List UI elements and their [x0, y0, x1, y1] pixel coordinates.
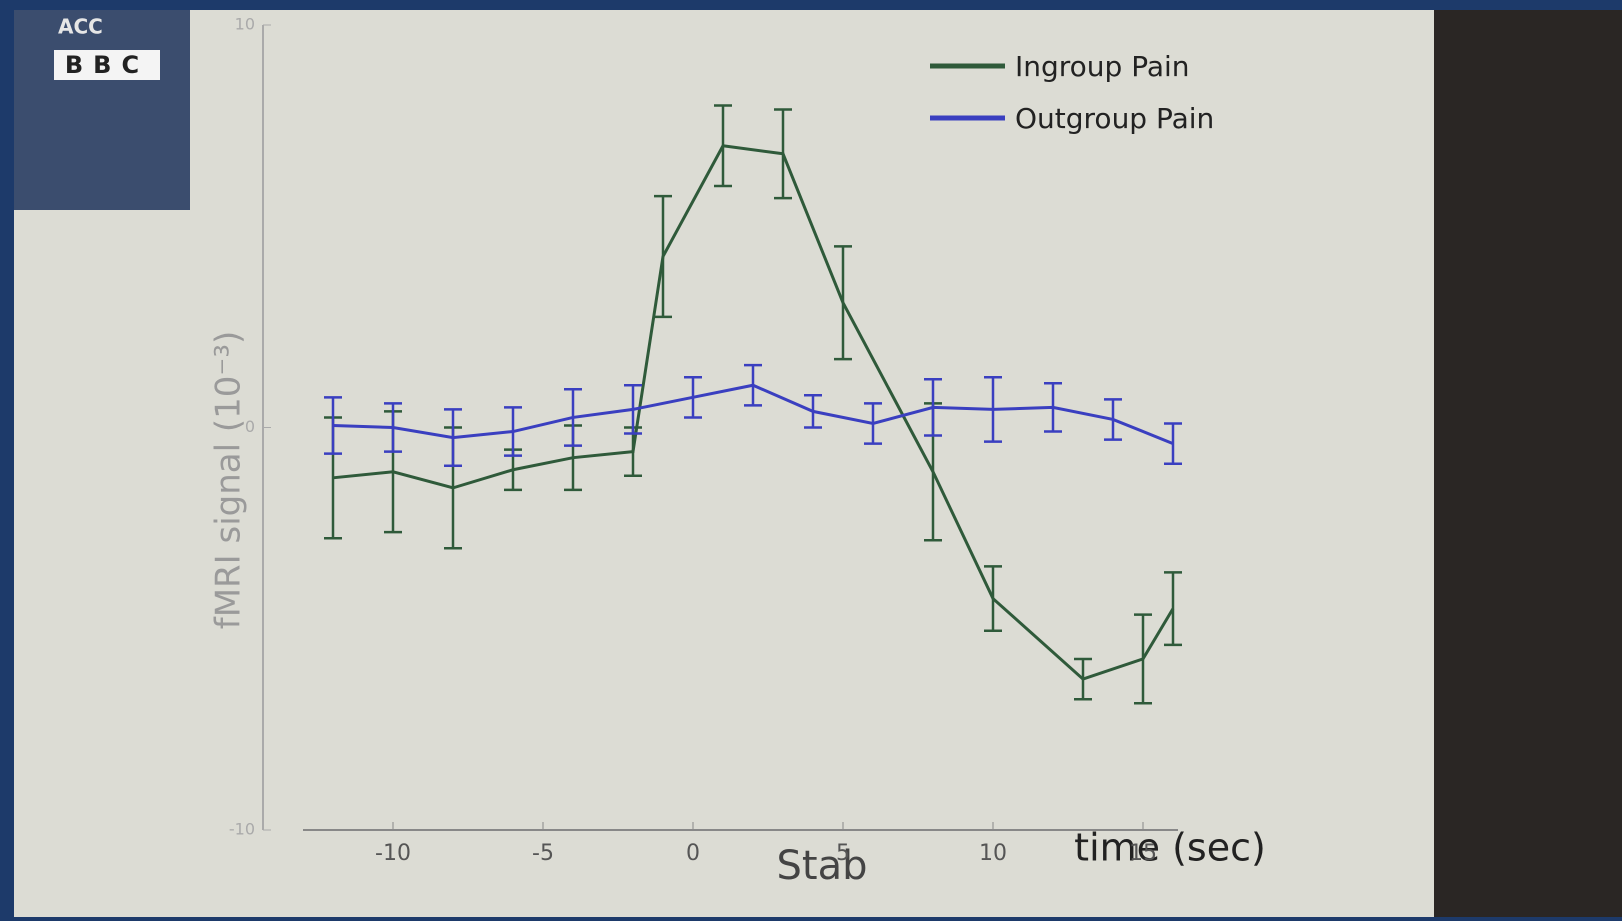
x-tick-label: 10 [979, 841, 1007, 866]
x-tick-label: -10 [375, 841, 411, 866]
x-axis-label: time (sec) [1074, 826, 1266, 870]
screen-bezel [1434, 10, 1622, 917]
y-tick-label: -10 [229, 820, 255, 839]
x-tick-label: 5 [836, 841, 850, 866]
page: ACC BBC fMRI signal (10⁻³) time (sec) St… [0, 0, 1622, 917]
y-axis-label: fMRI signal (10⁻³) [209, 331, 249, 630]
x-tick-label: 0 [686, 841, 700, 866]
annotation: Stab [777, 843, 868, 889]
channel-logo: BBC [65, 51, 149, 79]
y-tick-label: 10 [235, 15, 255, 34]
legend-label: Ingroup Pain [1015, 50, 1190, 83]
x-tick-label: 15 [1129, 841, 1157, 866]
inset-image [14, 10, 190, 210]
legend-label: Outgroup Pain [1015, 102, 1214, 135]
y-tick-label: 0 [245, 417, 255, 436]
chart: ACC BBC fMRI signal (10⁻³) time (sec) St… [0, 0, 1622, 917]
x-tick-label: -5 [532, 841, 554, 866]
region-label: ACC [58, 15, 103, 39]
